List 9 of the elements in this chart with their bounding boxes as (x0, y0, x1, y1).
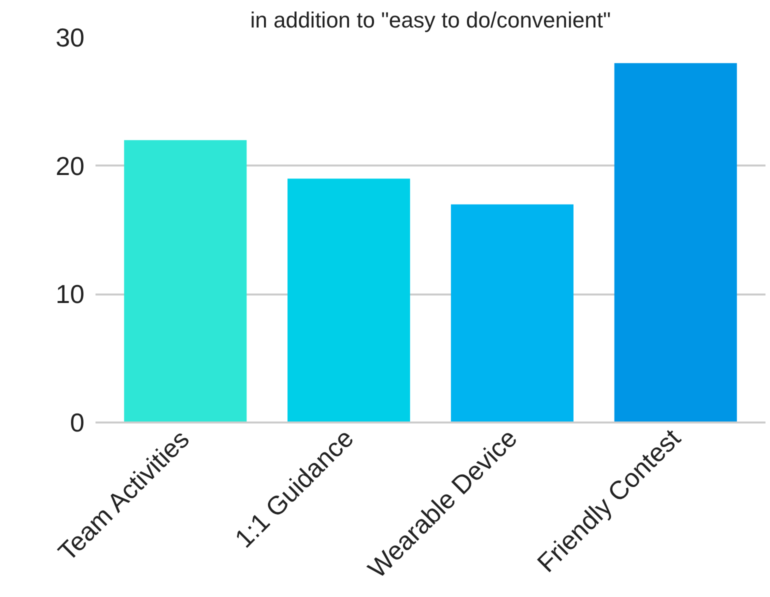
y-tick-label: 20 (56, 150, 84, 181)
y-tick-label: 10 (56, 279, 84, 310)
chart-title: in addition to "easy to do/convenient" (250, 8, 611, 32)
bar (614, 63, 737, 422)
bar (288, 178, 410, 422)
bar (124, 140, 247, 422)
bar (450, 204, 574, 422)
y-tick-label: 30 (56, 22, 84, 52)
y-tick-label: 0 (70, 408, 85, 438)
